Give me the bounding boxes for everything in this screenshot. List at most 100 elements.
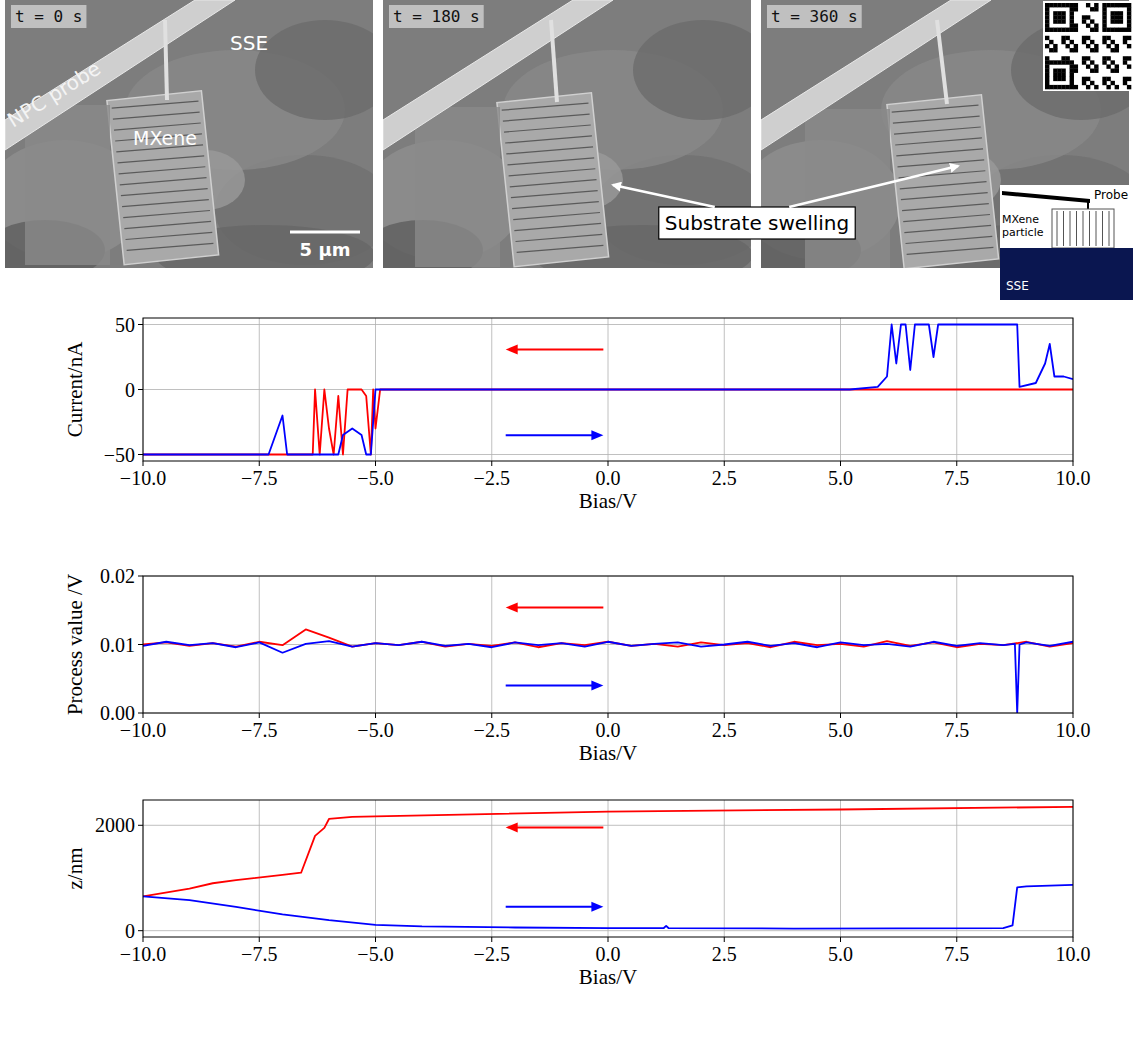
probe-tip bbox=[937, 20, 947, 104]
qr-cell bbox=[1065, 85, 1069, 89]
mxene-particle bbox=[107, 91, 219, 265]
tick-mark bbox=[375, 713, 376, 718]
tick-label: 7.5 bbox=[944, 943, 969, 965]
qr-cell bbox=[1070, 40, 1074, 44]
tick-label: 10.0 bbox=[1056, 943, 1091, 965]
particle-layer bbox=[904, 223, 991, 234]
qr-cell bbox=[1057, 60, 1061, 64]
qr-cell bbox=[1127, 36, 1131, 40]
chart: −10.0−7.5−5.0−2.50.02.55.07.510.002000Bi… bbox=[63, 800, 1091, 989]
annotation-box bbox=[659, 207, 855, 239]
tick-mark bbox=[491, 713, 492, 718]
qr-cell bbox=[1115, 15, 1119, 19]
qr-cell bbox=[1074, 3, 1078, 7]
qr-cell bbox=[1070, 77, 1074, 81]
probe-tip bbox=[551, 20, 557, 102]
plot-area bbox=[143, 325, 1073, 455]
qr-cell bbox=[1094, 85, 1098, 89]
tick-label: −5.0 bbox=[357, 943, 393, 965]
qr-cell bbox=[1115, 44, 1119, 48]
qr-cell bbox=[1057, 19, 1061, 23]
qr-cell bbox=[1123, 40, 1127, 44]
particle-layer bbox=[126, 230, 213, 241]
particle-layer bbox=[121, 187, 208, 198]
qr-cell bbox=[1070, 7, 1074, 11]
tick-mark bbox=[608, 937, 609, 942]
particle-layer bbox=[516, 232, 603, 243]
tick-label: 0.0 bbox=[596, 943, 621, 965]
tick-mark bbox=[138, 644, 143, 645]
time-label-bg bbox=[11, 5, 86, 28]
qr-cell bbox=[1053, 3, 1057, 7]
qr-cell bbox=[1061, 73, 1065, 77]
axis-title: z/nm bbox=[63, 848, 87, 890]
qr-cell bbox=[1102, 77, 1106, 81]
qr-cell bbox=[1070, 73, 1074, 77]
qr-cell bbox=[1102, 3, 1106, 7]
tick-mark bbox=[1073, 713, 1074, 718]
sem-texture bbox=[255, 20, 373, 120]
direction-arrowhead bbox=[506, 603, 518, 613]
tick-mark bbox=[956, 713, 957, 718]
mxene-label: MXene bbox=[133, 127, 197, 149]
qr-cell bbox=[1123, 60, 1127, 64]
qr-cell bbox=[1061, 28, 1065, 32]
qr-cell bbox=[1094, 48, 1098, 52]
qr-cell bbox=[1082, 56, 1086, 60]
qr-cell bbox=[1111, 28, 1115, 32]
particle-layer bbox=[119, 165, 206, 176]
qr-cell bbox=[1061, 60, 1065, 64]
qr-cell bbox=[1106, 77, 1110, 81]
direction-arrow bbox=[506, 434, 594, 436]
qr-cell bbox=[1057, 3, 1061, 7]
qr-cell bbox=[1074, 7, 1078, 11]
sse-label: SSE bbox=[230, 31, 268, 55]
qr-cell bbox=[1127, 28, 1131, 32]
particle-layer bbox=[504, 123, 591, 134]
qr-cell bbox=[1053, 85, 1057, 89]
neighbor-particle bbox=[415, 107, 500, 267]
probe bbox=[383, 0, 613, 150]
particle-layer bbox=[507, 156, 594, 167]
qr-cell bbox=[1086, 77, 1090, 81]
qr-cell bbox=[1065, 60, 1069, 64]
qr-cell bbox=[1045, 73, 1049, 77]
qr-cell bbox=[1090, 81, 1094, 85]
qr-cell bbox=[1094, 23, 1098, 27]
qr-cell bbox=[1127, 44, 1131, 48]
qr-cell bbox=[1061, 85, 1065, 89]
grid-line bbox=[840, 800, 841, 937]
qr-cell bbox=[1102, 60, 1106, 64]
qr-cell bbox=[1086, 23, 1090, 27]
qr-cell bbox=[1106, 56, 1110, 60]
particle-layer bbox=[907, 245, 994, 256]
particle-layer bbox=[896, 147, 983, 158]
particle-layer bbox=[892, 103, 979, 114]
schematic-probe bbox=[1002, 191, 1090, 203]
particle-layer bbox=[503, 112, 590, 123]
qr-cell bbox=[1127, 64, 1131, 68]
grid-line bbox=[375, 800, 376, 937]
tick-label: 5.0 bbox=[828, 719, 853, 741]
qr-cell bbox=[1065, 44, 1069, 48]
qr-cell bbox=[1102, 19, 1106, 23]
tick-label: −7.5 bbox=[241, 719, 277, 741]
schematic-layer bbox=[1109, 211, 1110, 246]
particle-layer bbox=[127, 241, 214, 252]
qr-cell bbox=[1102, 15, 1106, 19]
qr-cell bbox=[1061, 15, 1065, 19]
qr-cell bbox=[1061, 77, 1065, 81]
qr-cell bbox=[1090, 28, 1094, 32]
tick-label: 2.5 bbox=[712, 943, 737, 965]
tick-label: −5.0 bbox=[357, 719, 393, 741]
qr-cell bbox=[1057, 11, 1061, 15]
grid-line bbox=[143, 930, 1073, 931]
sem-image bbox=[5, 0, 373, 268]
tick-mark bbox=[138, 324, 143, 325]
qr-cell bbox=[1045, 44, 1049, 48]
qr-cell bbox=[1070, 69, 1074, 73]
tick-mark bbox=[724, 461, 725, 466]
data-line bbox=[143, 641, 1073, 713]
qr-cell bbox=[1045, 15, 1049, 19]
schematic-bg bbox=[1000, 185, 1133, 300]
